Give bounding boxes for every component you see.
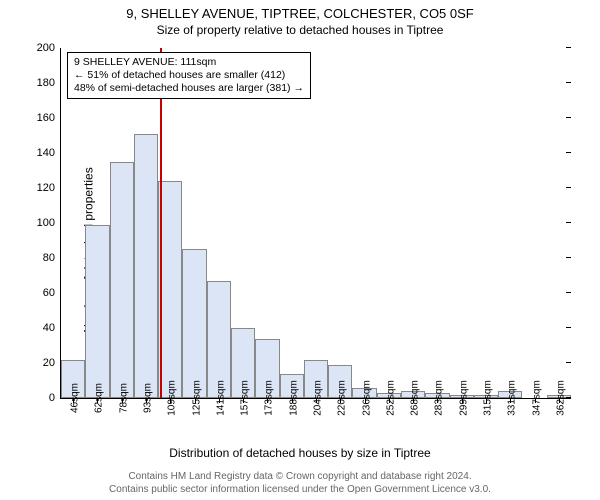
- y-tick-mark: [566, 152, 571, 153]
- x-tick-mark: [146, 398, 147, 403]
- reference-line: [160, 48, 162, 398]
- y-tick-mark: [566, 222, 571, 223]
- y-tick-label: 140: [37, 147, 61, 159]
- y-tick-mark: [566, 397, 571, 398]
- x-tick-mark: [340, 398, 341, 403]
- x-tick-mark: [510, 398, 511, 403]
- footer-line2: Contains public sector information licen…: [10, 484, 590, 497]
- annotation-line2: ← 51% of detached houses are smaller (41…: [74, 69, 304, 82]
- x-tick-mark: [219, 398, 220, 403]
- x-tick-mark: [122, 398, 123, 403]
- y-tick-mark: [566, 257, 571, 258]
- x-tick-mark: [462, 398, 463, 403]
- x-tick-mark: [292, 398, 293, 403]
- x-tick-mark: [316, 398, 317, 403]
- x-tick-mark: [365, 398, 366, 403]
- plot-area: 9 SHELLEY AVENUE: 111sqm ← 51% of detach…: [60, 48, 571, 399]
- chart-title-subtitle: Size of property relative to detached ho…: [0, 21, 600, 37]
- footer-line1: Contains HM Land Registry data © Crown c…: [10, 471, 590, 484]
- bars-container: [61, 48, 571, 398]
- y-tick-label: 200: [37, 42, 61, 54]
- figure: { "titles": { "line1": "9, SHELLEY AVENU…: [0, 0, 600, 500]
- y-tick-label: 60: [43, 287, 61, 299]
- x-tick-mark: [413, 398, 414, 403]
- x-tick-mark: [243, 398, 244, 403]
- x-tick-mark: [73, 398, 74, 403]
- chart-title-address: 9, SHELLEY AVENUE, TIPTREE, COLCHESTER, …: [0, 0, 600, 21]
- y-tick-mark: [566, 82, 571, 83]
- x-tick-mark: [170, 398, 171, 403]
- annotation-box: 9 SHELLEY AVENUE: 111sqm ← 51% of detach…: [67, 52, 311, 99]
- x-tick-mark: [389, 398, 390, 403]
- y-tick-mark: [566, 327, 571, 328]
- y-tick-mark: [566, 117, 571, 118]
- y-tick-mark: [566, 292, 571, 293]
- y-tick-label: 160: [37, 112, 61, 124]
- x-axis-label: Distribution of detached houses by size …: [0, 446, 600, 460]
- x-tick-mark: [535, 398, 536, 403]
- bar: [182, 249, 206, 398]
- y-tick-label: 20: [43, 357, 61, 369]
- footer-attribution: Contains HM Land Registry data © Crown c…: [0, 471, 600, 496]
- annotation-line1: 9 SHELLEY AVENUE: 111sqm: [74, 56, 304, 69]
- y-tick-label: 120: [37, 182, 61, 194]
- y-tick-mark: [566, 362, 571, 363]
- bar: [134, 134, 158, 398]
- x-tick-mark: [195, 398, 196, 403]
- x-tick-mark: [559, 398, 560, 403]
- y-tick-mark: [566, 187, 571, 188]
- y-tick-label: 100: [37, 217, 61, 229]
- bar: [85, 225, 109, 398]
- y-tick-mark: [566, 47, 571, 48]
- y-tick-label: 80: [43, 252, 61, 264]
- annotation-line3: 48% of semi-detached houses are larger (…: [74, 82, 304, 95]
- y-tick-label: 180: [37, 77, 61, 89]
- x-tick-mark: [97, 398, 98, 403]
- x-tick-mark: [267, 398, 268, 403]
- y-tick-label: 40: [43, 322, 61, 334]
- x-tick-mark: [437, 398, 438, 403]
- bar: [110, 162, 134, 398]
- x-tick-mark: [486, 398, 487, 403]
- y-tick-label: 0: [49, 392, 61, 404]
